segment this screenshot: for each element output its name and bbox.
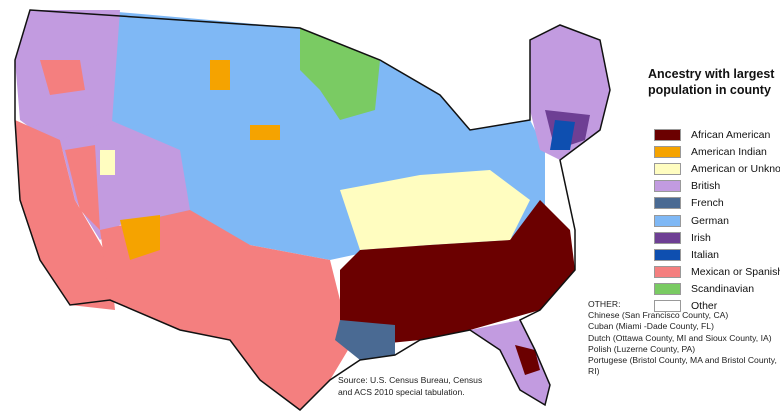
legend-item: British [654,178,780,195]
region-louisiana-french [335,320,395,360]
legend-item: Other [654,298,780,315]
legend-item: German [654,212,780,229]
other-line: Chinese (San Francisco County, CA) [588,310,729,321]
legend-label: American Indian [691,145,767,158]
legend-label: German [691,214,729,227]
legend-swatch [654,248,681,261]
legend-label: Mexican or Spanish [691,266,780,279]
legend-label: Scandinavian [691,283,755,296]
other-line: Portugese (Bristol County, MA and Bristo… [588,355,777,377]
us-outline [14,9,611,411]
legend-item: American or Unknown [654,160,780,177]
legend-label: French [691,197,724,210]
source-note: Source: U.S. Census Bureau, Census and A… [338,375,483,397]
region-southwest [100,210,360,410]
map-regions [15,10,610,410]
legend-swatch [654,214,681,227]
legend: African American American Indian American … [654,126,780,315]
region-wa-mexican [40,60,85,95]
legend-item: Irish [654,229,780,246]
other-line: Polish (Luzerne County, PA) [588,343,696,354]
region-sd-indian [250,125,280,140]
legend-label: British [691,180,721,193]
legend-item: Italian [654,246,780,263]
region-northeast-italian [550,120,575,150]
legend-swatch [654,197,681,210]
legend-swatch [654,266,681,279]
legend-item: African American [654,126,780,143]
legend-swatch [654,180,681,193]
region-navajo [120,215,160,260]
legend-swatch [654,283,681,296]
region-south [340,200,575,345]
legend-label: Other [691,300,718,313]
region-plains-indian [210,60,230,90]
region-appalachia [340,170,530,250]
region-california [15,120,115,310]
other-heading: OTHER: [588,299,621,309]
legend-swatch [654,162,681,175]
us-county-ancestry-map [14,9,611,411]
legend-label: Irish [691,231,711,244]
legend-swatch [654,300,681,313]
legend-item: Scandinavian [654,281,780,298]
legend-swatch [654,145,681,158]
other-line: Dutch (Ottawa County, MI and Sioux Count… [588,332,772,343]
legend-swatch [654,231,681,244]
legend-item: Mexican or Spanish [654,264,780,281]
legend-title: Ancestry with largest population in coun… [648,67,775,97]
legend-label: Italian [691,248,720,261]
legend-label: African American [691,128,771,141]
region-nevada-mexican [65,145,100,230]
legend-item: American Indian [654,143,780,160]
region-utah-unknown [100,150,115,175]
legend-label: American or Unknown [691,162,780,175]
legend-item: French [654,195,780,212]
other-line: Cuban (Miami -Dade County, FL) [588,321,714,332]
other-note: OTHER: Chinese (San Francisco County, CA… [588,299,778,377]
legend-swatch [654,128,681,141]
region-scandinavian [300,28,380,120]
region-florida-aa [515,345,540,375]
